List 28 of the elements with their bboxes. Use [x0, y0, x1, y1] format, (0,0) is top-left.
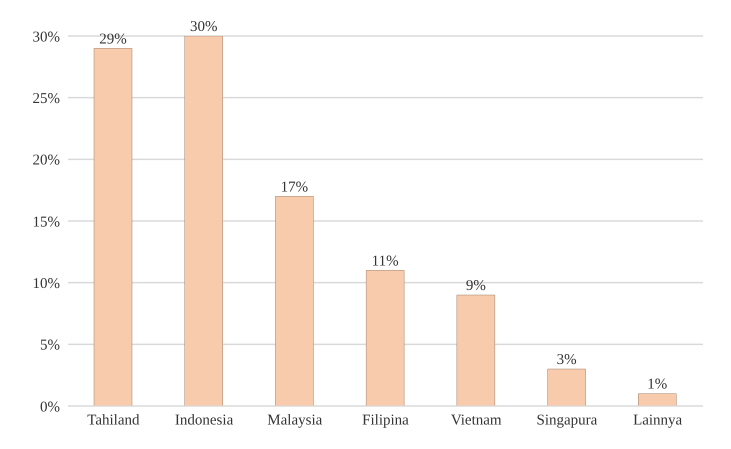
data-label: 17%	[280, 179, 308, 196]
y-tick-label: 10%	[32, 276, 60, 292]
bar	[94, 48, 132, 406]
bar	[547, 368, 586, 406]
bar	[638, 393, 677, 406]
y-tick-label: 5%	[40, 338, 60, 354]
x-tick-label: Lainnya	[633, 412, 683, 429]
y-tick-label: 20%	[32, 152, 60, 169]
data-label: 3%	[556, 352, 577, 368]
x-tick-label: Tahiland	[87, 412, 140, 429]
data-label: 30%	[190, 19, 218, 35]
x-tick-label: Malaysia	[267, 412, 323, 429]
bar	[275, 196, 314, 406]
y-tick-label: 15%	[32, 214, 60, 230]
x-tick-label: Filipina	[362, 412, 410, 429]
y-tick-label: 30%	[32, 29, 60, 46]
data-label: 1%	[647, 376, 668, 393]
x-tick-label: Singapura	[536, 412, 598, 429]
data-label: 29%	[99, 31, 127, 48]
bar	[184, 36, 223, 406]
x-tick-label: Vietnam	[450, 412, 502, 429]
y-tick-label: 0%	[40, 399, 60, 416]
x-tick-label: Indonesia	[174, 412, 234, 429]
data-label: 11%	[372, 253, 399, 270]
data-label: 9%	[466, 278, 486, 294]
bar	[366, 270, 404, 406]
y-tick-label: 25%	[32, 90, 60, 107]
bar	[456, 294, 496, 406]
